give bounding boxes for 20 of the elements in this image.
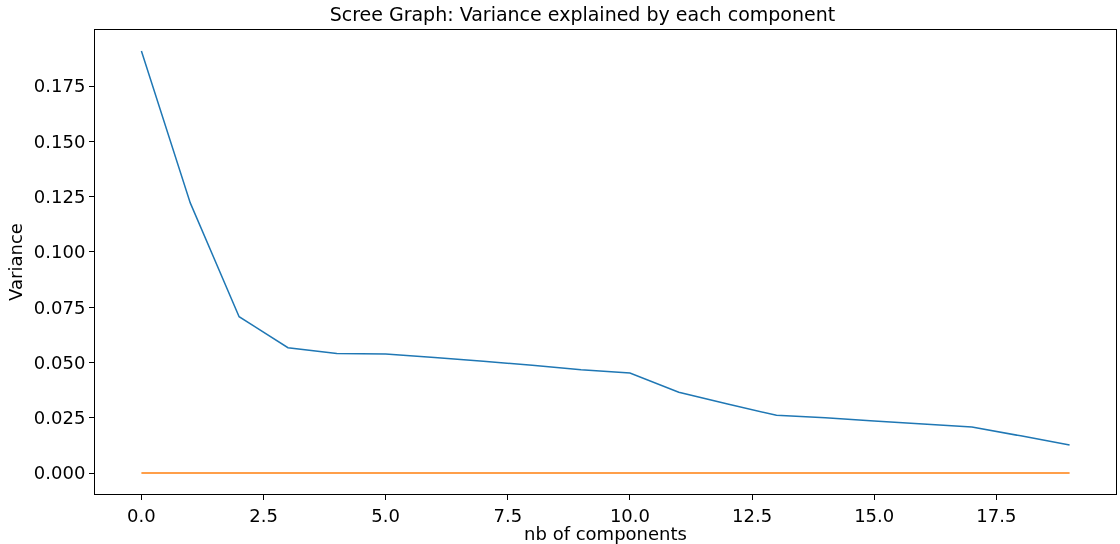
y-axis-title: Variance <box>5 223 27 301</box>
y-tick-label: 0.025 <box>33 407 86 429</box>
x-tick-label: 7.5 <box>493 504 523 526</box>
y-tick-label: 0.100 <box>33 241 86 263</box>
chart-title: Scree Graph: Variance explained by each component <box>329 3 836 26</box>
x-tick-label: 12.5 <box>732 504 773 526</box>
x-tick-label: 17.5 <box>976 504 1017 526</box>
x-tick-label: 2.5 <box>249 504 278 526</box>
y-tick-label: 0.175 <box>33 75 86 97</box>
x-tick-label: 0.0 <box>127 504 156 526</box>
line-series <box>140 50 1071 446</box>
x-tick-label: 5.0 <box>371 504 400 526</box>
x-tick-label: 10.0 <box>609 504 650 526</box>
y-tick-label: 0.125 <box>33 185 86 207</box>
y-tick-label: 0.150 <box>33 130 86 152</box>
x-axis-title: nb of components <box>524 523 687 544</box>
y-tick-label: 0.075 <box>33 296 86 318</box>
x-tick-label: 15.0 <box>854 504 895 526</box>
y-tick-label: 0.000 <box>33 462 86 484</box>
y-tick-label: 0.050 <box>33 351 86 373</box>
